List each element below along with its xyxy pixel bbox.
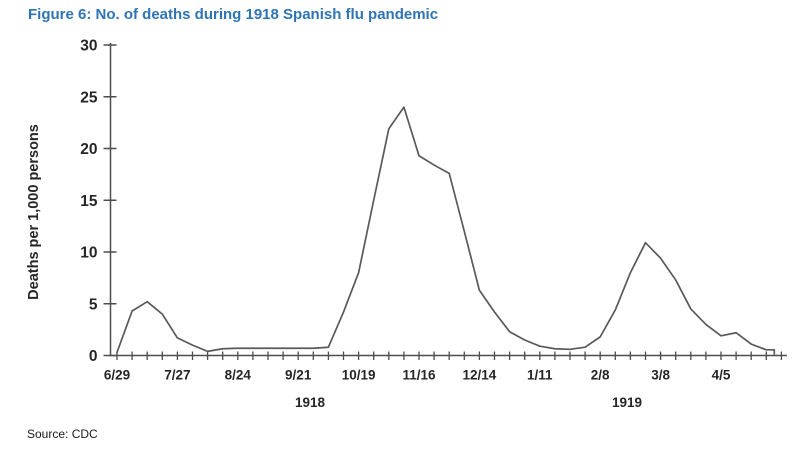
x-tick-label: 12/14 — [463, 368, 497, 383]
y-tick-label: 15 — [80, 193, 98, 210]
x-tick-label: 3/8 — [651, 368, 670, 383]
x-axis-ticks: 6/29 7/27 8/24 9/21 10/19 11/16 12/14 1/11 2/8 3/… — [104, 351, 783, 383]
deaths-series-line — [116, 106, 776, 355]
x-tick-label: 1/11 — [527, 368, 553, 383]
x-tick-label: 11/16 — [402, 368, 436, 383]
x-tick-label: 7/27 — [164, 368, 190, 383]
y-axis-ticks: 0 5 10 15 20 25 30 — [80, 38, 117, 365]
source-caption: Source: CDC — [27, 427, 98, 441]
x-tick-label: 9/21 — [285, 368, 312, 383]
x-tick-label: 10/19 — [342, 368, 376, 383]
year-label: 1918 — [295, 395, 326, 410]
y-tick-label: 0 — [89, 348, 98, 365]
y-axis-title: Deaths per 1,000 persons — [26, 124, 42, 300]
x-tick-label: 2/8 — [591, 368, 610, 383]
x-tick-label: 4/5 — [712, 368, 731, 383]
y-tick-label: 30 — [80, 38, 97, 55]
y-tick-label: 20 — [80, 141, 97, 158]
axes — [109, 43, 787, 357]
year-label: 1919 — [612, 395, 642, 410]
year-labels: 1918 1919 — [295, 395, 642, 410]
y-tick-label: 5 — [89, 296, 98, 313]
y-tick-label: 25 — [80, 89, 98, 106]
y-tick-label: 10 — [80, 245, 97, 262]
x-tick-label: 6/29 — [104, 368, 130, 383]
x-tick-label: 8/24 — [225, 368, 252, 383]
figure-title: Figure 6: No. of deaths during 1918 Span… — [28, 6, 439, 23]
